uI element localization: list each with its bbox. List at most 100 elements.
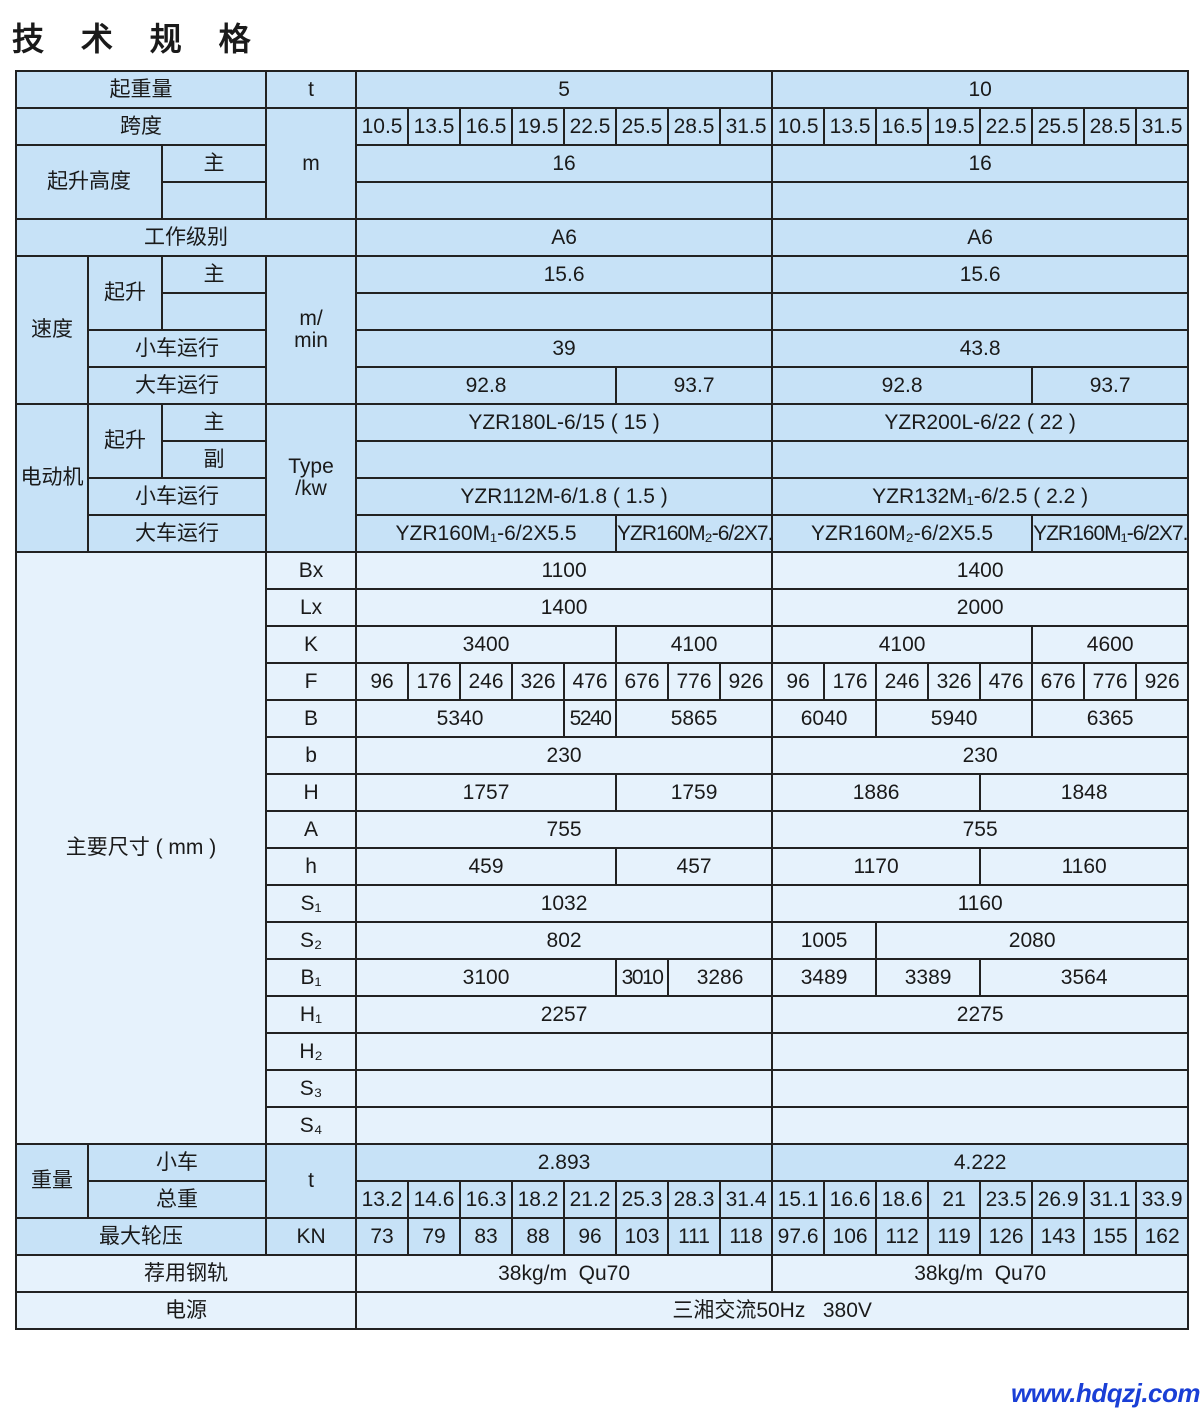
table-row: 重量 小车 t 2.893 4.222: [15, 1143, 1190, 1219]
table-cell: 2080: [875, 921, 1190, 960]
table-row: 小车运行 YZR112M-6/1.8 ( 1.5 ) YZR132M₁-6/2.5 …: [16, 477, 1190, 516]
table-row: 起重量 t 5 10: [14, 70, 1190, 109]
table-cell: 926: [719, 662, 774, 701]
table-cell: 10.5: [355, 107, 410, 146]
table-row: B₁ 3100 3010 3286 3489 3389 3564: [16, 958, 1190, 997]
table-cell: 126: [979, 1217, 1034, 1256]
table-cell: 起升高度: [15, 144, 163, 220]
table-cell: 38kg/m Qu70: [355, 1254, 774, 1293]
table-cell: 6365: [1031, 699, 1190, 738]
table-cell: 副: [160, 440, 268, 479]
table-cell: 5865: [615, 699, 774, 738]
table-cell: B₁: [265, 958, 358, 997]
table-row: S₁ 1032 1160: [16, 884, 1190, 923]
table-cell: 16.5: [875, 107, 930, 146]
table-cell: 83: [459, 1217, 514, 1256]
table-cell: 230: [771, 736, 1190, 775]
table-cell: 33.9: [1135, 1180, 1190, 1219]
table-cell: 起升: [87, 255, 163, 331]
table-row: 跨度 m 10.5 13.5 16.5 19.5 22.5 25.5 28.5 31.5 10.5 1…: [14, 107, 1190, 220]
table-cell: 主: [160, 255, 268, 294]
table-cell: 22.5: [979, 107, 1034, 146]
table-cell: A6: [355, 218, 774, 257]
table-cell: 246: [459, 662, 514, 701]
table-cell: 79: [407, 1217, 462, 1256]
table-row: 大车运行 92.8 93.7 92.8 93.7: [16, 366, 1190, 405]
table-cell: 主: [160, 144, 268, 183]
table-row: S₄: [16, 1106, 1190, 1145]
table-cell: 31.5: [1135, 107, 1190, 146]
table-cell: 18.2: [511, 1180, 566, 1219]
spec-table: 起重量 t 5 10 跨度 m 10.5 13.5 16.5 19.5 22.5 25.5 28.5 31…: [14, 70, 1190, 1330]
table-cell: [771, 292, 1190, 331]
table-cell: 31.5: [719, 107, 774, 146]
table-cell: [355, 181, 774, 220]
table-cell: 最大轮压: [14, 1217, 268, 1256]
table-cell: 5: [355, 70, 774, 109]
table-cell: [771, 1069, 1190, 1108]
table-cell: 荐用钢轨: [14, 1254, 358, 1293]
table-cell: 28.5: [667, 107, 722, 146]
table-cell: 13.5: [823, 107, 878, 146]
table-cell: 326: [927, 662, 982, 701]
table-cell: 小车运行: [86, 477, 268, 516]
table-cell: 4100: [771, 625, 1034, 664]
table-cell: 88: [511, 1217, 566, 1256]
table-cell: 大车运行: [86, 366, 268, 405]
table-cell: 1032: [355, 884, 774, 923]
table-cell: 31.1: [1083, 1180, 1138, 1219]
table-cell: 4100: [615, 625, 774, 664]
table-cell: [771, 181, 1190, 220]
table-cell: 106: [823, 1217, 878, 1256]
table-cell: 93.7: [1031, 366, 1190, 405]
table-cell: 112: [875, 1217, 930, 1256]
table-cell: 776: [667, 662, 722, 701]
table-cell: 3286: [667, 958, 774, 997]
table-cell: 10.5: [771, 107, 826, 146]
table-cell: 大车运行: [86, 514, 268, 553]
table-cell: 73: [355, 1217, 410, 1256]
table-cell: 1886: [771, 773, 982, 812]
table-cell: 小车: [86, 1143, 268, 1182]
table-row: B 5340 5240 5865 6040 5940 6365: [16, 699, 1190, 738]
table-cell: A6: [771, 218, 1190, 257]
table-row: [16, 181, 1190, 220]
table-cell: 92.8: [355, 366, 618, 405]
table-cell: S₄: [265, 1106, 358, 1145]
table-cell: S₁: [265, 884, 358, 923]
table-cell: [355, 440, 774, 479]
table-cell: 21.2: [563, 1180, 618, 1219]
table-cell: 26.9: [1031, 1180, 1086, 1219]
table-cell: 19.5: [511, 107, 566, 146]
table-cell: m/ min: [265, 255, 358, 405]
table-row: A 755 755: [16, 810, 1190, 849]
table-cell: KN: [265, 1217, 358, 1256]
table-cell: 1005: [771, 921, 878, 960]
table-cell: [355, 1069, 774, 1108]
table-cell: 1759: [615, 773, 774, 812]
table-cell: 28.3: [667, 1180, 722, 1219]
table-cell: 主要尺寸 ( mm ): [14, 551, 268, 1145]
table-cell: 23.5: [979, 1180, 1034, 1219]
table-cell: 三湘交流50Hz 380V: [355, 1291, 1190, 1330]
table-cell: 926: [1135, 662, 1190, 701]
table-cell: 22.5: [563, 107, 618, 146]
table-cell: 143: [1031, 1217, 1086, 1256]
table-cell: [771, 1106, 1190, 1145]
table-cell: 电源: [14, 1291, 358, 1330]
table-cell: 16: [355, 144, 774, 183]
table-cell: 103: [615, 1217, 670, 1256]
table-cell: 459: [355, 847, 618, 886]
page-title: 技 术 规 格: [12, 21, 265, 57]
table-cell: 2.893: [355, 1143, 774, 1182]
table-cell: YZR180L-6/15 ( 15 ): [355, 403, 774, 442]
table-row: 主要尺寸 ( mm ) Bx 1100 1400: [14, 551, 1190, 1145]
table-cell: 6040: [771, 699, 878, 738]
table-cell: m: [265, 107, 358, 220]
table-cell: 15.1: [771, 1180, 826, 1219]
table-row: h 459 457 1170 1160: [16, 847, 1190, 886]
table-cell: 1400: [355, 588, 774, 627]
table-row: 最大轮压 KN 73 79 83 88 96 103 111 118 97.6 106 112 119 12…: [14, 1217, 1190, 1256]
table-cell: 10: [771, 70, 1190, 109]
table-cell: Lx: [265, 588, 358, 627]
